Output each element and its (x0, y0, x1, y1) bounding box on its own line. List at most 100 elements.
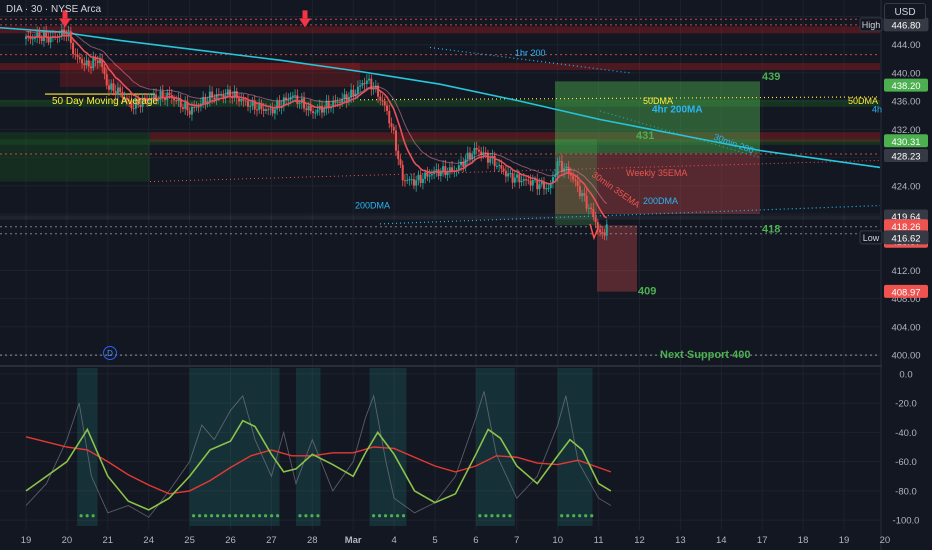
candle-body (139, 105, 142, 107)
candle-body (468, 152, 471, 160)
signal-dot (484, 514, 488, 518)
candle-body (554, 175, 557, 178)
signal-dot (383, 514, 388, 518)
signal-dot (192, 514, 196, 518)
candle-body (350, 89, 353, 98)
candle-body (352, 89, 355, 97)
candle-body (282, 97, 285, 107)
candle-body (168, 92, 171, 96)
price-tag-label-box (859, 230, 883, 245)
candle-body (536, 179, 539, 190)
candle-body (278, 101, 281, 108)
signal-dot (91, 514, 95, 518)
candle-body (347, 97, 350, 102)
signal-dot (490, 514, 494, 518)
price-axis-bg (882, 0, 932, 550)
candle-body (161, 91, 164, 98)
time-tick: 13 (675, 535, 686, 546)
candle-body (296, 95, 299, 104)
signal-dot (270, 514, 274, 518)
candle-body (594, 217, 597, 223)
price-tag-value: 446.80 (891, 20, 920, 31)
signal-dot (584, 514, 588, 518)
signal-dot (395, 514, 400, 518)
candle-body (60, 29, 63, 37)
candle-body (522, 179, 525, 181)
candle-body (419, 174, 422, 183)
candle-body (426, 172, 429, 177)
candle-body (175, 100, 178, 102)
candle-body (179, 98, 182, 108)
indicator-signal-line (25, 436, 612, 495)
candle-body (590, 207, 593, 209)
candle-body (444, 166, 447, 176)
candle-body (244, 100, 247, 102)
candle-body (49, 36, 52, 43)
candle-body (238, 98, 241, 102)
time-tick: 27 (266, 535, 277, 546)
candle-body (31, 38, 34, 40)
candle-body (516, 174, 519, 178)
candle-body (370, 78, 373, 90)
hr1-200-dotted (429, 46, 631, 74)
candle-body (67, 32, 70, 37)
candle-body (596, 222, 599, 230)
resistance-zone (0, 63, 880, 71)
candle-body (81, 59, 84, 64)
candle-body (567, 166, 570, 174)
price-tag-box (884, 134, 928, 148)
candle-body (572, 175, 575, 180)
candle-body (327, 101, 330, 109)
candle-body (603, 232, 606, 236)
price-tick: 432.00 (891, 125, 920, 136)
indicator-tick: -100.0 (893, 516, 920, 527)
candle-body (356, 86, 359, 94)
candle-body (410, 179, 413, 181)
candle-body (305, 108, 308, 111)
price-tick: 404.00 (891, 322, 920, 333)
indicator-tick: -80.0 (895, 486, 917, 497)
candle-body (85, 60, 88, 66)
candle-body (74, 53, 77, 55)
annotation-label: 50DMA (643, 96, 673, 106)
candle-body (576, 180, 579, 186)
support-zone-left (0, 132, 150, 182)
time-tick: 19 (21, 535, 32, 546)
time-tick: 25 (184, 535, 195, 546)
candle-body (87, 60, 90, 67)
signal-dot (246, 514, 250, 518)
candle-body (605, 224, 608, 236)
candle-body (98, 59, 101, 64)
currency-button[interactable]: USD (884, 3, 926, 20)
candle-body (258, 102, 261, 111)
price-tag-value: 428.23 (891, 151, 920, 162)
candle-body (599, 229, 602, 233)
candle-body (343, 94, 346, 99)
candle-body (471, 154, 474, 160)
dividend-marker[interactable]: D (103, 346, 117, 360)
candle-body (341, 98, 344, 103)
signal-dot (304, 514, 308, 518)
signal-dot (240, 514, 244, 518)
price-tag-value: 430.31 (891, 137, 920, 148)
weekly-ema-dotted (149, 159, 881, 183)
candle-body (72, 42, 75, 54)
candle-body (235, 91, 238, 99)
candle-body (442, 166, 445, 171)
signal-dot (252, 514, 256, 518)
candle-body (495, 165, 498, 167)
price-tick: 400.00 (891, 351, 920, 362)
low-marker (589, 223, 599, 241)
signal-dot (276, 514, 280, 518)
price-tag-box (884, 219, 928, 233)
sell-arrow-icon (299, 18, 311, 28)
time-tick: 7 (514, 535, 519, 546)
price-tick: 444.00 (891, 40, 920, 51)
indicator-tick: -40.0 (895, 428, 917, 439)
candle-body (507, 173, 510, 177)
interval: 30 (31, 4, 43, 15)
candle-body (83, 63, 86, 66)
candle-body (421, 178, 424, 183)
time-tick: 11 (594, 535, 604, 546)
